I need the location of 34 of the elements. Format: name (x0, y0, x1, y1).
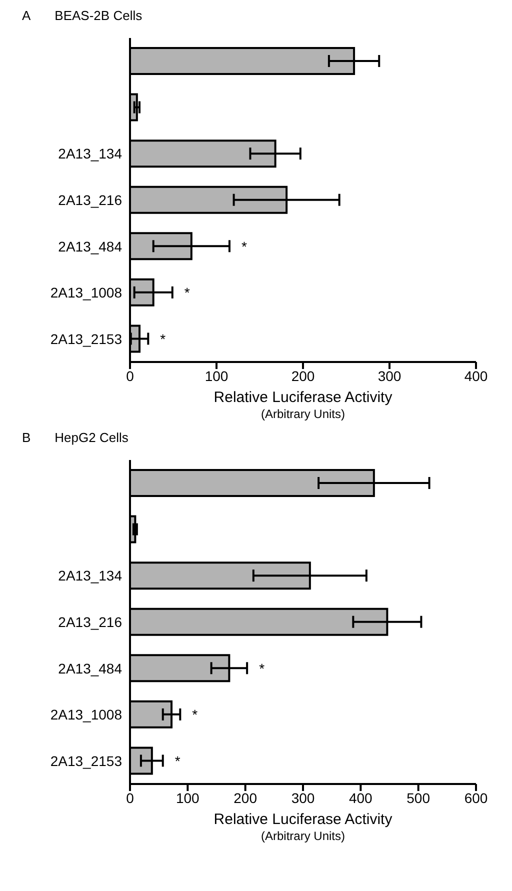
annotation: * (192, 706, 198, 723)
y-tick-label: 2A13_2153 (50, 330, 122, 347)
y-tick-label: 2A13_2153 (50, 752, 122, 769)
y-tick-label: 2A13_134 (58, 568, 122, 584)
x-tick-label: 200 (234, 790, 258, 806)
text: A (22, 8, 31, 25)
chart-title: BEAS-2B Cells (54, 8, 142, 25)
annotation: * (184, 284, 190, 301)
annotation: * (241, 238, 248, 254)
x-axis-title: Relative Luciferase Activity (Arbitrary Units) (214, 389, 393, 421)
x-tick-label: 400 (464, 368, 488, 384)
x-tick-label: 300 (291, 790, 315, 806)
y-tick-label: 2A13_134 (58, 146, 122, 162)
y-tick-label: 2A13_216 (58, 192, 122, 208)
y-tick-label: 2A13_1008 (50, 706, 122, 723)
x-tick-label: 300 (378, 368, 402, 384)
text: B (22, 430, 31, 447)
y-tick-label: 2A13_216 (58, 614, 122, 630)
x-tick-label: 100 (204, 368, 228, 384)
y-tick-label: 2A13_484 (58, 238, 122, 254)
x-tick-label: 600 (464, 790, 488, 806)
x-tick-label: 0 (126, 368, 134, 384)
x-tick-label: 0 (126, 790, 134, 806)
chart-title: HepG2 Cells (54, 430, 128, 447)
x-tick-label: 400 (348, 790, 373, 806)
annotation: * (259, 660, 266, 676)
x-tick-label: 200 (291, 368, 315, 384)
annotation: * (160, 330, 166, 347)
y-tick-label: 2A13_484 (58, 660, 122, 676)
x-tick-label: 500 (406, 790, 430, 806)
x-axis-title: Relative Luciferase Activity (Arbitrary Units) (214, 811, 393, 843)
annotation: * (174, 752, 181, 769)
x-tick-label: 100 (176, 790, 200, 806)
y-tick-label: 2A13_1008 (50, 284, 122, 301)
